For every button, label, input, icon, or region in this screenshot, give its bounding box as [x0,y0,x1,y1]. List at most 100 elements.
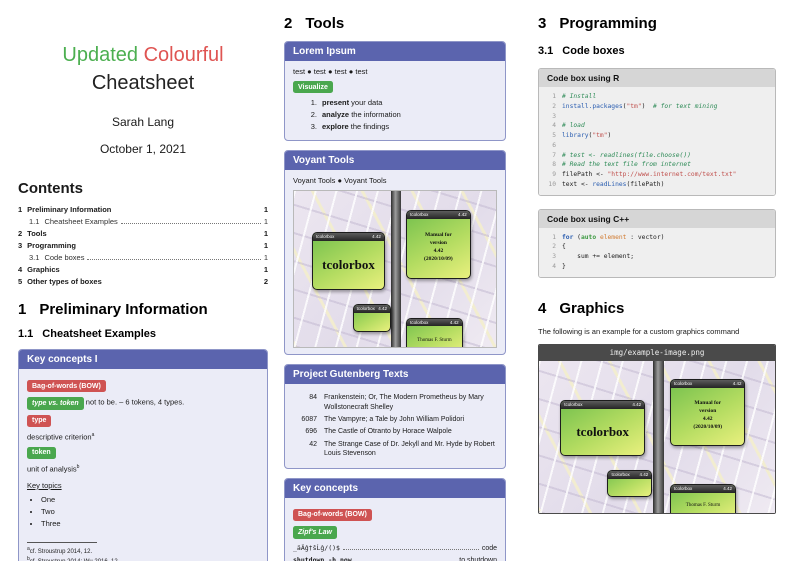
footnote-b: bcf. Stroustrup 2014; Wu 2016, 12. [27,556,259,561]
table-of-contents: 1 Preliminary Information 1 1.1 Cheatshe… [18,205,268,286]
code-line: 3 sum += element; [547,252,767,262]
footnote-text: cf. Stroustrup 2014; Wu 2016, 12. [30,559,120,561]
toc-leader [120,223,261,224]
toc-entry-code-boxes[interactable]: 3.1 Code boxes 1 [18,253,268,262]
panel-body: Voyant Tools ● Voyant Tools tcolorbox 4.4… [285,170,505,354]
panel-body: test ● test ● test ● test Visualize 1. p… [285,61,505,140]
column-2: 2 Tools Lorem Ipsum test ● test ● test ● … [284,0,506,561]
toc-entry-other-boxes[interactable]: 5 Other types of boxes 2 [18,277,268,286]
line-number: 1 [552,233,556,241]
column-1: Updated Colourful Cheatsheet Sarah Lang … [18,0,268,561]
table-row: 84 Frankenstein; Or, The Modern Promethe… [293,393,497,413]
book-title: The Strange Case of Dr. Jekyll and Mr. H… [324,440,495,458]
toc-page: 1 [263,217,268,226]
sign-header-left: tcolorbox [410,212,429,218]
toc-label: Programming [27,241,76,250]
toc-num: 3 [18,241,23,250]
line-number: 4 [552,262,556,270]
toc-page: 1 [263,205,268,214]
sign-header-left: tcolorbox [564,402,583,408]
code-line: 4} [547,262,767,272]
toc-leader [87,259,261,260]
sign-box-main: tcolorbox 4.42 tcolorbox [312,231,385,290]
section-title: Programming [559,15,657,32]
toc-label: Code boxes [44,253,85,262]
subsection-title: Code boxes [562,45,625,57]
sign-main-label: tcolorbox [576,423,630,439]
lorem-ipsum-panel: Lorem Ipsum test ● test ● test ● test Vi… [284,41,506,142]
cpp-code-body: 1 for (auto element : vector) 2{3 sum += e… [539,227,775,277]
panel-title: Key concepts [285,478,505,498]
table-row: 42 The Strange Case of Dr. Jekyll and Mr… [293,440,497,460]
sign-header-right: 4.42 [457,212,467,218]
sign-box-header: tcolorbox 4.42 [670,484,736,493]
panel-body: Bag-of-words (BOW) Zipf's Law _äÄĝ†ŝĹĝ/(… [285,498,505,561]
toc-label: Graphics [27,265,60,274]
footnote-text: cf. Stroustrup 2014, 12. [29,548,93,555]
r-code-panel: Code box using R 1 # Install 2 install.pack… [538,68,776,196]
type-vs-token-badge: type vs. token [27,397,84,410]
section-2-heading: 2 Tools [284,15,506,32]
sign-header-left: tcolorbox [673,485,693,491]
code-panel-title: Code box using C++ [539,209,775,228]
sign-manual-text: Manual for version 4.42 (2020/10/09) [424,232,453,263]
sign-header-left: tcolorbox [673,380,693,386]
sign-header-right: 4.42 [449,319,459,325]
sign-box-author: tcolorbox 4.42 Thomas F. Sturm [669,483,737,513]
list-bold: analyze [322,110,350,120]
toc-label: Other types of boxes [27,277,102,286]
section-4-heading: 4 Graphics [538,300,776,317]
toc-entry-tools[interactable]: 2 Tools 1 [18,229,268,238]
line-number: 6 [552,141,556,149]
sign-author-text: Thomas F. Sturm [417,337,452,343]
panel-title: Project Gutenberg Texts [285,365,505,385]
doc-author: Sarah Lang [111,115,175,129]
sign-header-left: tcolorbox [356,305,375,311]
toc-page: 2 [263,277,268,286]
doc-date: October 1, 2021 [99,142,187,156]
signpost-pole [391,191,401,348]
toc-page: 1 [263,265,268,274]
toc-entry-preliminary[interactable]: 1 Preliminary Information 1 [18,205,268,214]
glossary-term: _äÄĝ†ŝĹĝ/()$ [293,543,340,552]
code-line: 1 for (auto element : vector) [547,233,767,243]
sign-author-text: Thomas F. Sturm [685,503,721,509]
line-number: 5 [552,132,556,139]
sign-box-manual: tcolorbox 4.42 Manual for version 4.42 (2… [669,378,746,446]
book-id: 696 [305,428,317,436]
toc-entry-cheatsheet-examples[interactable]: 1.1 Cheatsheet Examples 1 [18,217,268,226]
sign-header-right: 4.42 [372,233,381,239]
figure-body: tcolorbox 4.42 tcolorbox tcolorbox 4.42 Ma… [539,360,775,513]
code-line: 9 filePath <- "http://www.internet.com/te… [547,170,767,180]
sign-header-right: 4.42 [723,485,733,491]
line-number: 7 [552,151,556,159]
section-title: Graphics [559,299,625,317]
list-number: 3. [310,122,317,132]
toc-num: 2 [18,229,23,238]
table-row: 696 The Castle of Otranto by Horace Walp… [293,427,497,437]
figure-title-bar: img/example-image.png [539,344,775,361]
type-badge: type [27,414,52,428]
sign-box-header: tcolorbox 4.42 [313,232,384,241]
sign-box-manual: tcolorbox 4.42 Manual for version 4.42 (2… [406,210,471,279]
code-line: 8 # Read the text file from internet [547,160,767,170]
panel-title: Voyant Tools [285,151,505,171]
toc-label: Preliminary Information [27,205,112,214]
list-bold: explore [322,122,349,132]
code-line: 6 [547,141,767,151]
sign-manual-text: Manual for version 4.42 (2020/10/09) [693,400,723,430]
line-number: 8 [552,161,556,169]
tcolorbox-example-image: tcolorbox 4.42 tcolorbox tcolorbox 4.42 Ma… [294,191,496,348]
panel-title: Key concepts I [19,350,267,369]
graphics-intro-text: The following is an example for a custom… [538,326,740,336]
type-token-text: not to be. – 6 tokens, 4 types. [85,397,185,407]
toc-entry-programming[interactable]: 3 Programming 1 [18,241,268,250]
doc-title-line1: Updated Colourful [18,44,268,67]
list-number: 2. [310,110,317,120]
toc-page: 1 [263,253,268,262]
toc-entry-graphics[interactable]: 4 Graphics 1 [18,265,268,274]
subsection-number: 1.1 [18,328,34,340]
line-number: 2 [552,102,556,110]
list-rest: your data [349,98,383,108]
